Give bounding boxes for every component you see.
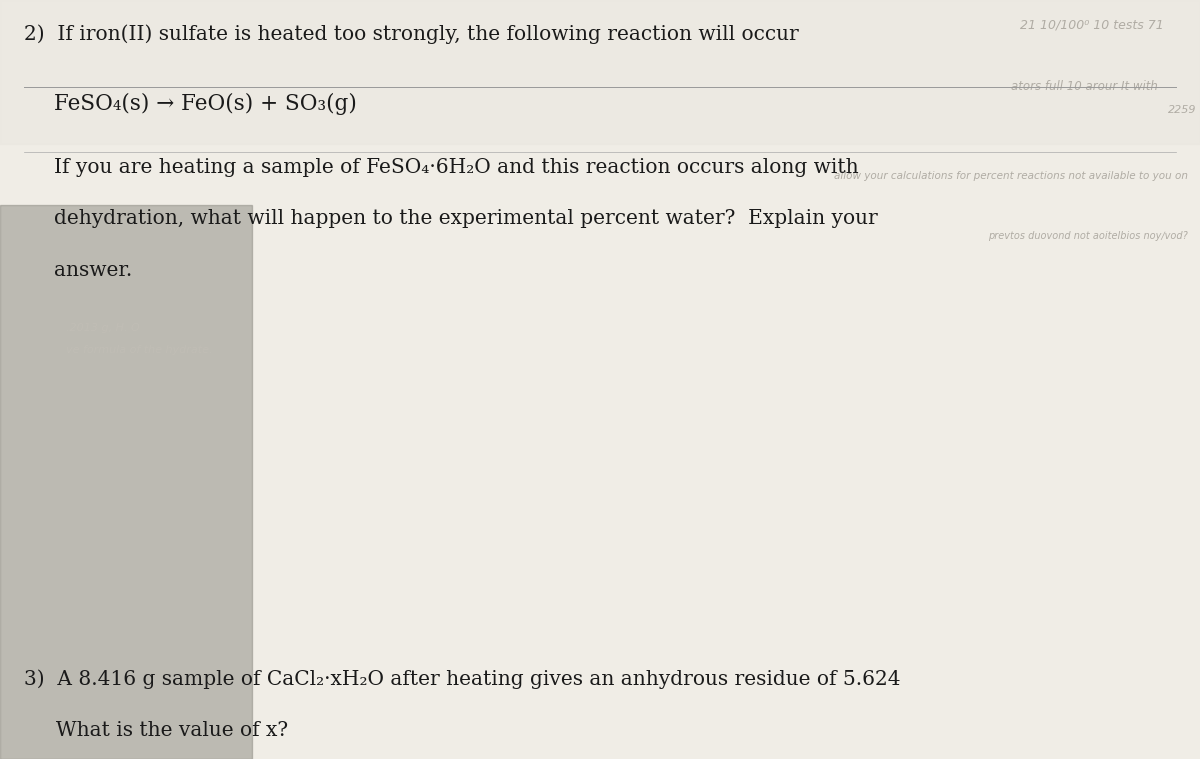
Text: FeSO₄(s) → FeO(s) + SO₃(g): FeSO₄(s) → FeO(s) + SO₃(g)	[54, 93, 356, 115]
Text: 2)  If iron(II) sulfate is heated too strongly, the following reaction will occu: 2) If iron(II) sulfate is heated too str…	[24, 24, 799, 44]
Text: .2013 g, H. O: .2013 g, H. O	[66, 323, 139, 332]
Text: 3)  A 8.416 g sample of CaCl₂·xH₂O after heating gives an anhydrous residue of 5: 3) A 8.416 g sample of CaCl₂·xH₂O after …	[24, 669, 900, 689]
Text: allow your calculations for percent reactions not available to you on: allow your calculations for percent reac…	[834, 171, 1188, 181]
Text: dehydration, what will happen to the experimental percent water?  Explain your: dehydration, what will happen to the exp…	[54, 209, 877, 228]
Text: 21 10/100⁰ 10 tests 71: 21 10/100⁰ 10 tests 71	[1020, 19, 1164, 32]
Text: If you are heating a sample of FeSO₄·6H₂O and this reaction occurs along with: If you are heating a sample of FeSO₄·6H₂…	[54, 158, 859, 177]
Text: answer.: answer.	[54, 261, 132, 280]
FancyBboxPatch shape	[0, 205, 252, 759]
Text: What is the value of x?: What is the value of x?	[24, 721, 288, 740]
FancyBboxPatch shape	[0, 0, 1200, 144]
Text: ve formula of the hydrate.: ve formula of the hydrate.	[66, 345, 212, 355]
Text: prevtos duovond not aoitelbios noy∕vod?: prevtos duovond not aoitelbios noy∕vod?	[989, 231, 1188, 241]
Text: ators full 10 arour It with: ators full 10 arour It with	[1012, 80, 1158, 93]
Text: 2259: 2259	[1168, 105, 1196, 115]
